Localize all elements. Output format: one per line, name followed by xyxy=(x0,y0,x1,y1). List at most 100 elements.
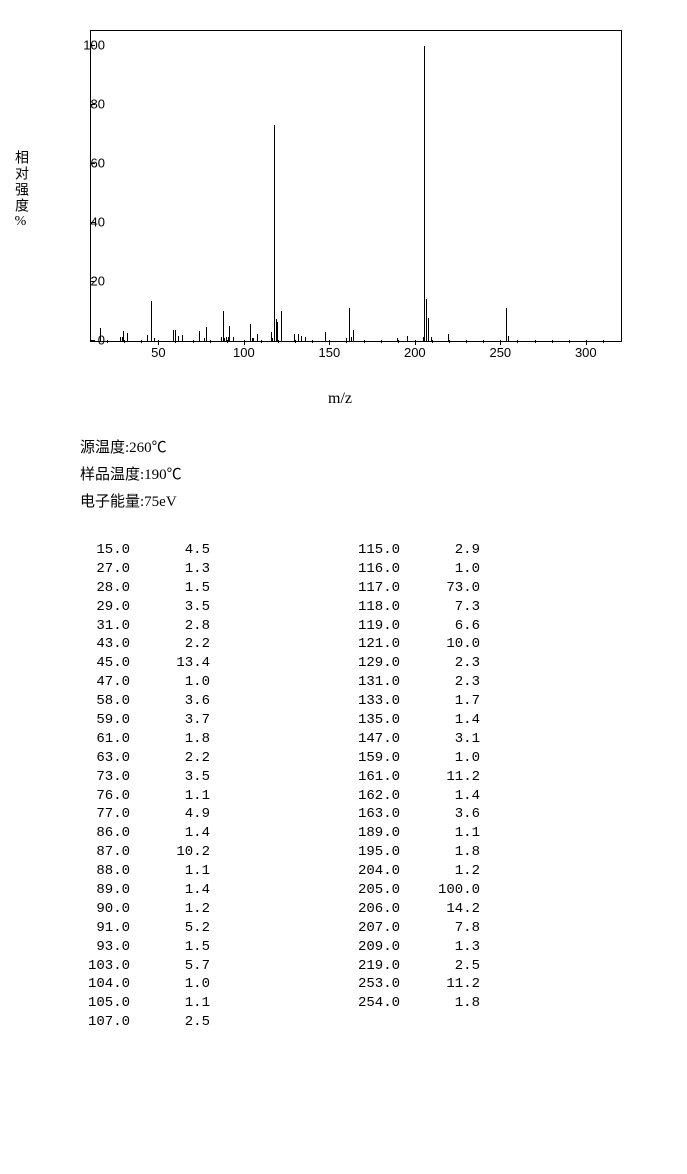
y-tick-label: 0 xyxy=(98,333,105,348)
x-minor-tick xyxy=(193,340,194,343)
peak-mz: 161.0 xyxy=(330,768,400,787)
peak-intensity: 11.2 xyxy=(400,975,480,994)
peak-intensity: 1.4 xyxy=(400,711,480,730)
peak-column-right: 115.02.9116.01.0117.073.0118.07.3119.06.… xyxy=(330,541,480,1032)
peak-row: 45.013.4 xyxy=(60,654,210,673)
peak-intensity: 1.0 xyxy=(400,749,480,768)
peak-intensity: 4.5 xyxy=(130,541,210,560)
x-tick xyxy=(244,340,245,345)
peak-row: 159.01.0 xyxy=(330,749,480,768)
y-tick xyxy=(90,222,95,223)
spectrum-peak xyxy=(508,336,509,341)
spectrum-peak xyxy=(229,326,230,341)
peak-row: 133.01.7 xyxy=(330,692,480,711)
peak-intensity: 2.3 xyxy=(400,673,480,692)
peak-mz: 135.0 xyxy=(330,711,400,730)
x-axis-label: m/z xyxy=(328,390,352,408)
x-tick-label: 300 xyxy=(575,345,597,360)
x-tick xyxy=(586,340,587,345)
x-minor-tick xyxy=(175,340,176,343)
peak-mz: 205.0 xyxy=(330,881,400,900)
peak-row: 121.010.0 xyxy=(330,635,480,654)
y-tick xyxy=(90,104,95,105)
peak-intensity: 1.8 xyxy=(400,994,480,1013)
peak-row: 254.01.8 xyxy=(330,994,480,1013)
peak-row: 73.03.5 xyxy=(60,768,210,787)
peak-data-table: 15.04.527.01.328.01.529.03.531.02.843.02… xyxy=(60,541,687,1032)
peak-intensity: 11.2 xyxy=(400,768,480,787)
electron-energy-label: 电子能量:75eV xyxy=(80,489,687,516)
x-minor-tick xyxy=(107,340,108,343)
x-minor-tick xyxy=(535,340,536,343)
peak-intensity: 1.4 xyxy=(130,881,210,900)
spectrum-peak xyxy=(277,322,278,341)
peak-mz: 189.0 xyxy=(330,824,400,843)
peak-mz: 31.0 xyxy=(60,617,130,636)
peak-row: 147.03.1 xyxy=(330,730,480,749)
peak-row: 163.03.6 xyxy=(330,805,480,824)
peak-mz: 63.0 xyxy=(60,749,130,768)
peak-intensity: 7.3 xyxy=(400,598,480,617)
peak-mz: 131.0 xyxy=(330,673,400,692)
peak-mz: 253.0 xyxy=(330,975,400,994)
peak-row: 93.01.5 xyxy=(60,938,210,957)
peak-mz: 28.0 xyxy=(60,579,130,598)
spectrum-peak xyxy=(424,46,425,341)
peak-intensity: 1.8 xyxy=(400,843,480,862)
x-minor-tick xyxy=(227,340,228,343)
x-minor-tick xyxy=(517,340,518,343)
peak-row: 77.04.9 xyxy=(60,805,210,824)
mass-spectrum-chart: 相对强度% m/z 02040608010050100150200250300 xyxy=(40,20,640,380)
peak-intensity: 3.1 xyxy=(400,730,480,749)
peak-intensity: 2.2 xyxy=(130,635,210,654)
x-minor-tick xyxy=(312,340,313,343)
peak-row: 43.02.2 xyxy=(60,635,210,654)
peak-row: 118.07.3 xyxy=(330,598,480,617)
peak-intensity: 5.7 xyxy=(130,957,210,976)
peak-row: 135.01.4 xyxy=(330,711,480,730)
x-minor-tick xyxy=(552,340,553,343)
peak-intensity: 1.4 xyxy=(130,824,210,843)
peak-mz: 91.0 xyxy=(60,919,130,938)
peak-mz: 89.0 xyxy=(60,881,130,900)
peak-row: 31.02.8 xyxy=(60,617,210,636)
spectrum-peak xyxy=(428,318,429,341)
peak-row: 104.01.0 xyxy=(60,975,210,994)
x-minor-tick xyxy=(346,340,347,343)
peak-intensity: 1.1 xyxy=(400,824,480,843)
spectrum-peak xyxy=(274,125,275,341)
peak-mz: 15.0 xyxy=(60,541,130,560)
x-minor-tick xyxy=(381,340,382,343)
x-minor-tick xyxy=(483,340,484,343)
peak-intensity: 3.6 xyxy=(130,692,210,711)
peak-intensity: 1.2 xyxy=(130,900,210,919)
peak-intensity: 7.8 xyxy=(400,919,480,938)
peak-intensity: 2.8 xyxy=(130,617,210,636)
x-minor-tick xyxy=(124,340,125,343)
peak-mz: 254.0 xyxy=(330,994,400,1013)
y-tick xyxy=(90,281,95,282)
x-tick xyxy=(329,340,330,345)
plot-area xyxy=(90,30,622,342)
peak-row: 105.01.1 xyxy=(60,994,210,1013)
spectrum-peak xyxy=(151,301,152,341)
peak-intensity: 4.9 xyxy=(130,805,210,824)
peak-row: 162.01.4 xyxy=(330,787,480,806)
x-tick-label: 50 xyxy=(151,345,165,360)
peak-mz: 104.0 xyxy=(60,975,130,994)
peak-row: 58.03.6 xyxy=(60,692,210,711)
peak-row: 253.011.2 xyxy=(330,975,480,994)
peak-mz: 163.0 xyxy=(330,805,400,824)
spectrum-peak xyxy=(233,337,234,341)
spectrum-peak xyxy=(182,335,183,341)
peak-mz: 219.0 xyxy=(330,957,400,976)
peak-mz: 115.0 xyxy=(330,541,400,560)
peak-row: 117.073.0 xyxy=(330,579,480,598)
peak-intensity: 73.0 xyxy=(400,579,480,598)
peak-row: 87.010.2 xyxy=(60,843,210,862)
peak-row: 131.02.3 xyxy=(330,673,480,692)
peak-row: 88.01.1 xyxy=(60,862,210,881)
metadata-block: 源温度:260℃ 样品温度:190℃ 电子能量:75eV xyxy=(80,435,687,516)
peak-row: 76.01.1 xyxy=(60,787,210,806)
peak-mz: 206.0 xyxy=(330,900,400,919)
